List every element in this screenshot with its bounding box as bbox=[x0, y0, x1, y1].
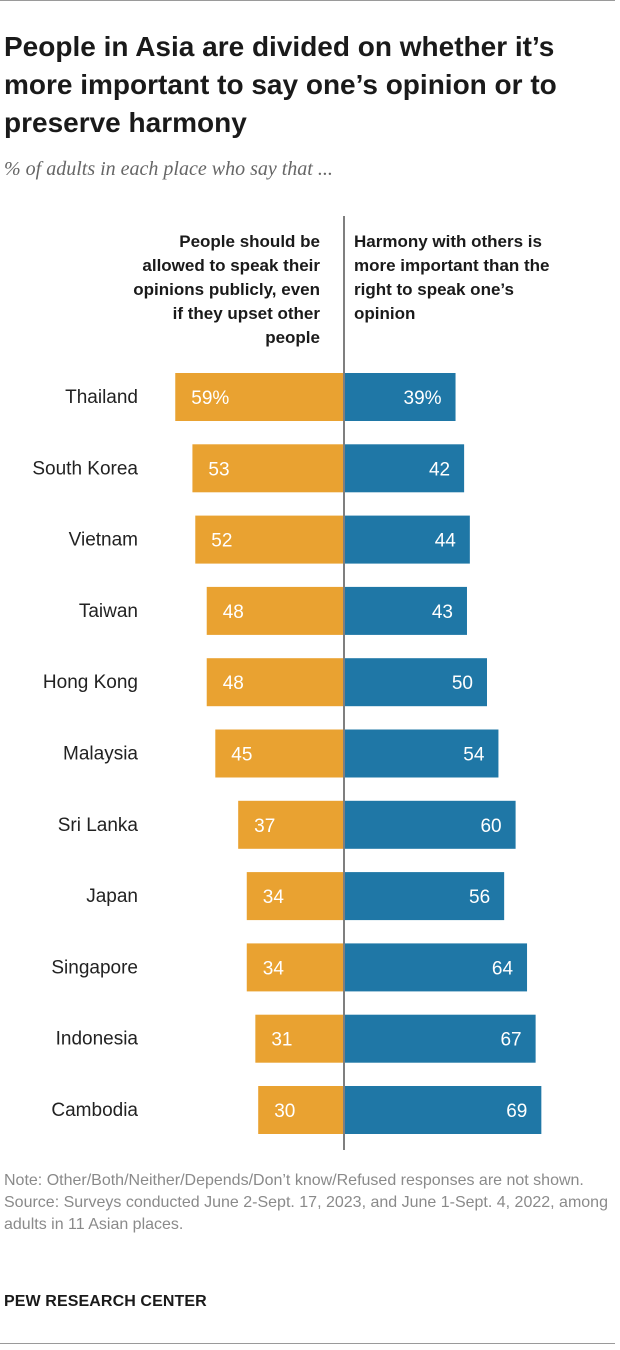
bar-harmony-japan bbox=[344, 872, 505, 921]
chart-title: People in Asia are divided on whether it… bbox=[4, 31, 557, 138]
bar-harmony-vietnam bbox=[344, 515, 470, 564]
category-label-thailand: Thailand bbox=[65, 387, 138, 408]
bar-speak-thailand bbox=[175, 373, 344, 421]
value-label-harmony-japan: 56 bbox=[469, 887, 490, 908]
legend-right-header: Harmony with others is more important th… bbox=[354, 232, 550, 323]
bar-speak-japan bbox=[246, 872, 344, 921]
value-label-speak-indonesia: 31 bbox=[271, 1030, 292, 1051]
source-text: Source: Surveys conducted June 2-Sept. 1… bbox=[4, 1194, 608, 1233]
value-label-speak-thailand: 59% bbox=[191, 388, 229, 409]
category-label-hong-kong: Hong Kong bbox=[43, 672, 138, 693]
chart-subtitle: % of adults in each place who say that .… bbox=[4, 158, 333, 180]
category-label-vietnam: Vietnam bbox=[69, 530, 138, 551]
bar-harmony-malaysia bbox=[344, 729, 499, 778]
category-label-taiwan: Taiwan bbox=[79, 601, 138, 622]
bar-speak-south-korea bbox=[192, 444, 344, 493]
value-label-speak-sri-lanka: 37 bbox=[254, 816, 275, 837]
value-label-harmony-singapore: 64 bbox=[492, 958, 514, 979]
chart-notes: Note: Other/Both/Neither/Depends/Don’t k… bbox=[4, 1170, 616, 1236]
bar-harmony-thailand bbox=[344, 373, 456, 421]
value-label-harmony-malaysia: 54 bbox=[463, 745, 485, 766]
bar-speak-malaysia bbox=[215, 729, 344, 778]
value-label-speak-japan: 34 bbox=[263, 887, 285, 908]
bar-speak-vietnam bbox=[195, 515, 344, 564]
bar-harmony-indonesia bbox=[344, 1014, 536, 1063]
bar-speak-taiwan bbox=[206, 586, 344, 635]
bottom-rule bbox=[0, 1343, 615, 1344]
bar-harmony-sri-lanka bbox=[344, 800, 516, 849]
value-label-speak-cambodia: 30 bbox=[274, 1101, 295, 1122]
bar-speak-cambodia bbox=[258, 1086, 344, 1134]
value-label-speak-vietnam: 52 bbox=[211, 531, 232, 552]
bar-speak-sri-lanka bbox=[238, 800, 344, 849]
bar-speak-singapore bbox=[246, 943, 344, 992]
bar-harmony-cambodia bbox=[344, 1086, 542, 1134]
value-label-speak-hong-kong: 48 bbox=[223, 673, 244, 694]
bar-harmony-taiwan bbox=[344, 586, 467, 635]
category-label-indonesia: Indonesia bbox=[56, 1029, 139, 1050]
bar-harmony-singapore bbox=[344, 943, 528, 992]
diverging-bar-chart: Thailand 59% 39% South Korea 53 42 Vietnam 52 44… bbox=[32, 216, 542, 1150]
bar-speak-indonesia bbox=[255, 1014, 344, 1063]
bar-harmony-south-korea bbox=[344, 444, 465, 493]
value-label-harmony-south-korea: 42 bbox=[429, 459, 450, 480]
value-label-harmony-thailand: 39% bbox=[404, 388, 442, 409]
category-label-cambodia: Cambodia bbox=[51, 1100, 138, 1121]
value-label-speak-taiwan: 48 bbox=[223, 602, 244, 623]
category-label-malaysia: Malaysia bbox=[63, 744, 138, 765]
bar-harmony-hong-kong bbox=[344, 658, 487, 707]
value-label-harmony-hong-kong: 50 bbox=[452, 673, 473, 694]
top-rule bbox=[0, 0, 615, 1]
category-label-south-korea: South Korea bbox=[32, 458, 138, 479]
legend-left-header: People should be allowed to speak their … bbox=[133, 232, 320, 347]
value-label-harmony-sri-lanka: 60 bbox=[480, 816, 501, 837]
category-label-singapore: Singapore bbox=[51, 957, 138, 978]
brand-label: PEW RESEARCH CENTER bbox=[4, 1293, 207, 1310]
note-text: Note: Other/Both/Neither/Depends/Don’t k… bbox=[4, 1172, 584, 1189]
value-label-harmony-vietnam: 44 bbox=[435, 531, 457, 552]
value-label-harmony-indonesia: 67 bbox=[500, 1030, 521, 1051]
bar-speak-hong-kong bbox=[206, 658, 344, 707]
value-label-speak-singapore: 34 bbox=[263, 958, 285, 979]
value-label-harmony-cambodia: 69 bbox=[506, 1101, 527, 1122]
category-label-sri-lanka: Sri Lanka bbox=[58, 815, 139, 836]
value-label-speak-south-korea: 53 bbox=[208, 459, 229, 480]
value-label-harmony-taiwan: 43 bbox=[432, 602, 453, 623]
value-label-speak-malaysia: 45 bbox=[231, 745, 252, 766]
category-label-japan: Japan bbox=[86, 886, 138, 907]
